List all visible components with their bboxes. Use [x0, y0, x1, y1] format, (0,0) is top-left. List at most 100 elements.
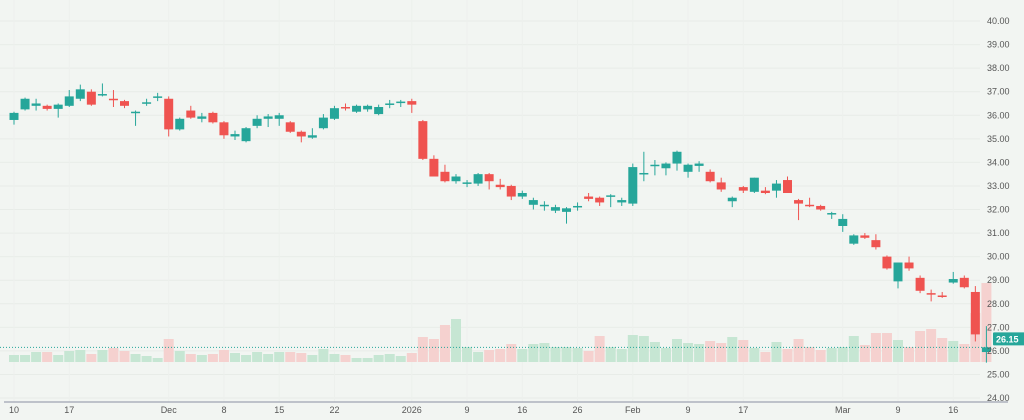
candle[interactable] — [760, 187, 770, 195]
candle[interactable] — [274, 112, 284, 126]
candle[interactable] — [407, 98, 417, 113]
candle[interactable] — [241, 127, 251, 143]
candle[interactable] — [539, 201, 549, 211]
candle[interactable] — [517, 190, 527, 199]
candle[interactable] — [208, 111, 218, 124]
candle[interactable] — [683, 163, 693, 178]
candle[interactable] — [153, 92, 163, 102]
candle[interactable] — [396, 99, 406, 108]
candle[interactable] — [882, 255, 892, 270]
candle[interactable] — [606, 194, 616, 208]
candle[interactable] — [694, 161, 704, 172]
candle[interactable] — [219, 121, 229, 139]
candle[interactable] — [31, 98, 41, 111]
candle[interactable] — [727, 196, 737, 208]
candle[interactable] — [418, 119, 428, 161]
candle[interactable] — [296, 130, 306, 143]
candle[interactable] — [352, 104, 362, 113]
candle[interactable] — [528, 197, 538, 210]
candle[interactable] — [385, 99, 395, 109]
candle[interactable] — [175, 117, 185, 131]
candle-body — [175, 118, 185, 130]
candle[interactable] — [926, 289, 936, 302]
candle[interactable] — [805, 197, 815, 208]
volume-bar — [119, 351, 130, 362]
candle[interactable] — [771, 180, 781, 198]
candle[interactable] — [893, 262, 903, 289]
candle[interactable] — [959, 275, 969, 289]
candle[interactable] — [374, 104, 384, 116]
candle[interactable] — [794, 198, 804, 221]
candle[interactable] — [506, 184, 516, 201]
candle-body — [937, 295, 947, 298]
candle[interactable] — [981, 326, 991, 363]
candles — [9, 83, 991, 363]
candle[interactable] — [20, 97, 30, 111]
candle[interactable] — [639, 151, 649, 182]
candle[interactable] — [584, 193, 594, 202]
candle[interactable] — [849, 234, 859, 245]
candle[interactable] — [628, 163, 638, 206]
candle[interactable] — [42, 104, 52, 111]
x-tick-label: 10 — [9, 405, 19, 415]
candle[interactable] — [53, 103, 63, 118]
candle[interactable] — [318, 114, 328, 130]
candle[interactable] — [329, 105, 339, 120]
candle[interactable] — [915, 275, 925, 294]
candle[interactable] — [440, 164, 450, 183]
candle[interactable] — [595, 196, 605, 206]
candle[interactable] — [462, 180, 472, 188]
candle[interactable] — [970, 286, 980, 342]
candle[interactable] — [562, 207, 571, 224]
candle[interactable] — [164, 96, 174, 137]
candle[interactable] — [473, 172, 483, 186]
candle[interactable] — [142, 98, 152, 106]
candle[interactable] — [738, 185, 748, 194]
volume-bar — [705, 341, 716, 362]
candle[interactable] — [230, 130, 240, 140]
candle[interactable] — [75, 84, 85, 102]
candle[interactable] — [285, 121, 295, 133]
candle[interactable] — [550, 204, 560, 214]
candle[interactable] — [904, 256, 914, 271]
candle[interactable] — [108, 90, 118, 108]
candle[interactable] — [363, 104, 373, 112]
candle[interactable] — [573, 202, 583, 211]
candle[interactable] — [341, 103, 350, 111]
candle[interactable] — [64, 90, 74, 108]
candle[interactable] — [429, 155, 439, 177]
candle[interactable] — [484, 172, 494, 190]
candle[interactable] — [827, 211, 837, 219]
candle[interactable] — [705, 169, 715, 183]
candle[interactable] — [838, 214, 848, 232]
candle[interactable] — [186, 105, 196, 119]
candle[interactable] — [307, 128, 317, 139]
candle[interactable] — [451, 174, 461, 184]
candle[interactable] — [716, 177, 726, 192]
candle-body — [363, 105, 373, 110]
candle[interactable] — [9, 111, 19, 125]
candle[interactable] — [948, 271, 958, 284]
candle[interactable] — [197, 112, 207, 123]
volume-bar — [749, 348, 760, 362]
candle[interactable] — [749, 177, 759, 194]
candle[interactable] — [120, 99, 129, 109]
candle[interactable] — [783, 176, 792, 194]
candle[interactable] — [252, 115, 262, 129]
candle[interactable] — [860, 233, 870, 239]
candle[interactable] — [871, 234, 881, 250]
candle[interactable] — [650, 160, 660, 176]
candle[interactable] — [937, 291, 947, 298]
volume-bar — [218, 350, 229, 362]
candle[interactable] — [661, 162, 671, 176]
candle[interactable] — [97, 83, 107, 97]
candle-body — [683, 164, 693, 172]
candle[interactable] — [86, 89, 96, 106]
candle[interactable] — [816, 204, 826, 211]
candle[interactable] — [131, 110, 141, 126]
candle[interactable] — [263, 114, 273, 128]
candle[interactable] — [672, 150, 682, 171]
candle[interactable] — [495, 178, 505, 190]
candle[interactable] — [617, 197, 627, 206]
